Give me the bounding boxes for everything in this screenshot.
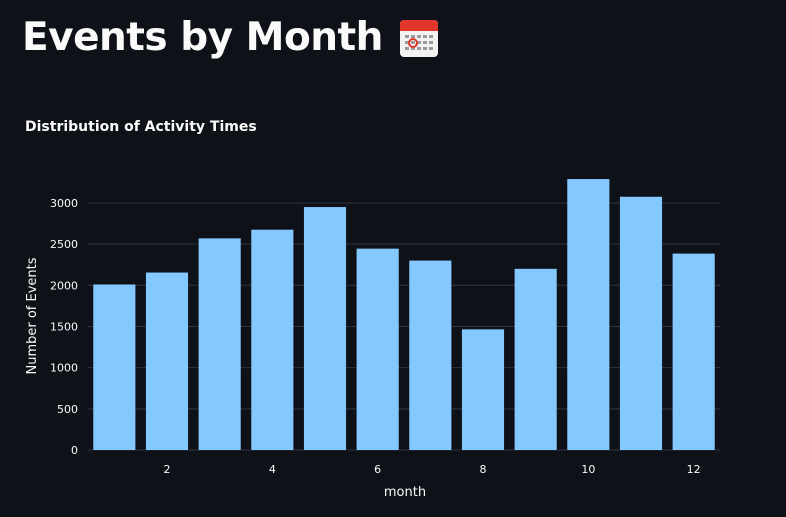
bar-chart: Distribution of Activity Times 0 500 1000 1…: [25, 119, 720, 500]
page-title: Events by Month: [22, 8, 441, 68]
grid-lines: [88, 202, 720, 451]
page-title-text: Events by Month: [22, 15, 383, 60]
bar-month-5[interactable]: [303, 207, 347, 450]
bar-month-4[interactable]: [251, 229, 294, 450]
y-tick-label: 1000: [50, 362, 78, 375]
bar-month-12[interactable]: [672, 253, 715, 450]
x-tick-label: 6: [374, 463, 381, 476]
x-tick-label: 4: [269, 463, 276, 476]
bar-month-1[interactable]: [93, 284, 136, 450]
bar-month-6[interactable]: [356, 248, 399, 450]
bar-month-11[interactable]: [619, 196, 663, 450]
chart-title: Distribution of Activity Times: [25, 119, 257, 135]
chart-container: Distribution of Activity Times 0 500 1000 1…: [0, 100, 786, 517]
bar-month-10[interactable]: [567, 179, 610, 450]
bar-month-7[interactable]: [409, 260, 452, 450]
y-tick-label: 0: [71, 444, 78, 457]
x-axis-title: month: [384, 485, 426, 500]
y-tick-label: 1500: [50, 320, 78, 333]
bar-month-3[interactable]: [198, 238, 241, 450]
y-axis-title: Number of Events: [25, 257, 40, 374]
x-tick-label: 12: [687, 463, 701, 476]
y-tick-label: 3000: [50, 197, 78, 210]
bar-month-8[interactable]: [461, 329, 505, 450]
y-tick-label: 2000: [50, 279, 78, 292]
bars: [93, 179, 715, 450]
y-tick-labels: 0 500 1000 1500 2000 2500 3000: [50, 197, 78, 457]
x-tick-label: 10: [581, 463, 595, 476]
bar-month-9[interactable]: [514, 268, 557, 450]
x-tick-labels: 2 4 6 8 10 12: [164, 463, 701, 476]
x-tick-label: 8: [480, 463, 487, 476]
x-tick-label: 2: [164, 463, 171, 476]
calendar-icon: [399, 20, 438, 57]
bar-month-2[interactable]: [145, 272, 189, 450]
y-tick-label: 2500: [50, 238, 78, 251]
y-tick-label: 500: [57, 403, 78, 416]
